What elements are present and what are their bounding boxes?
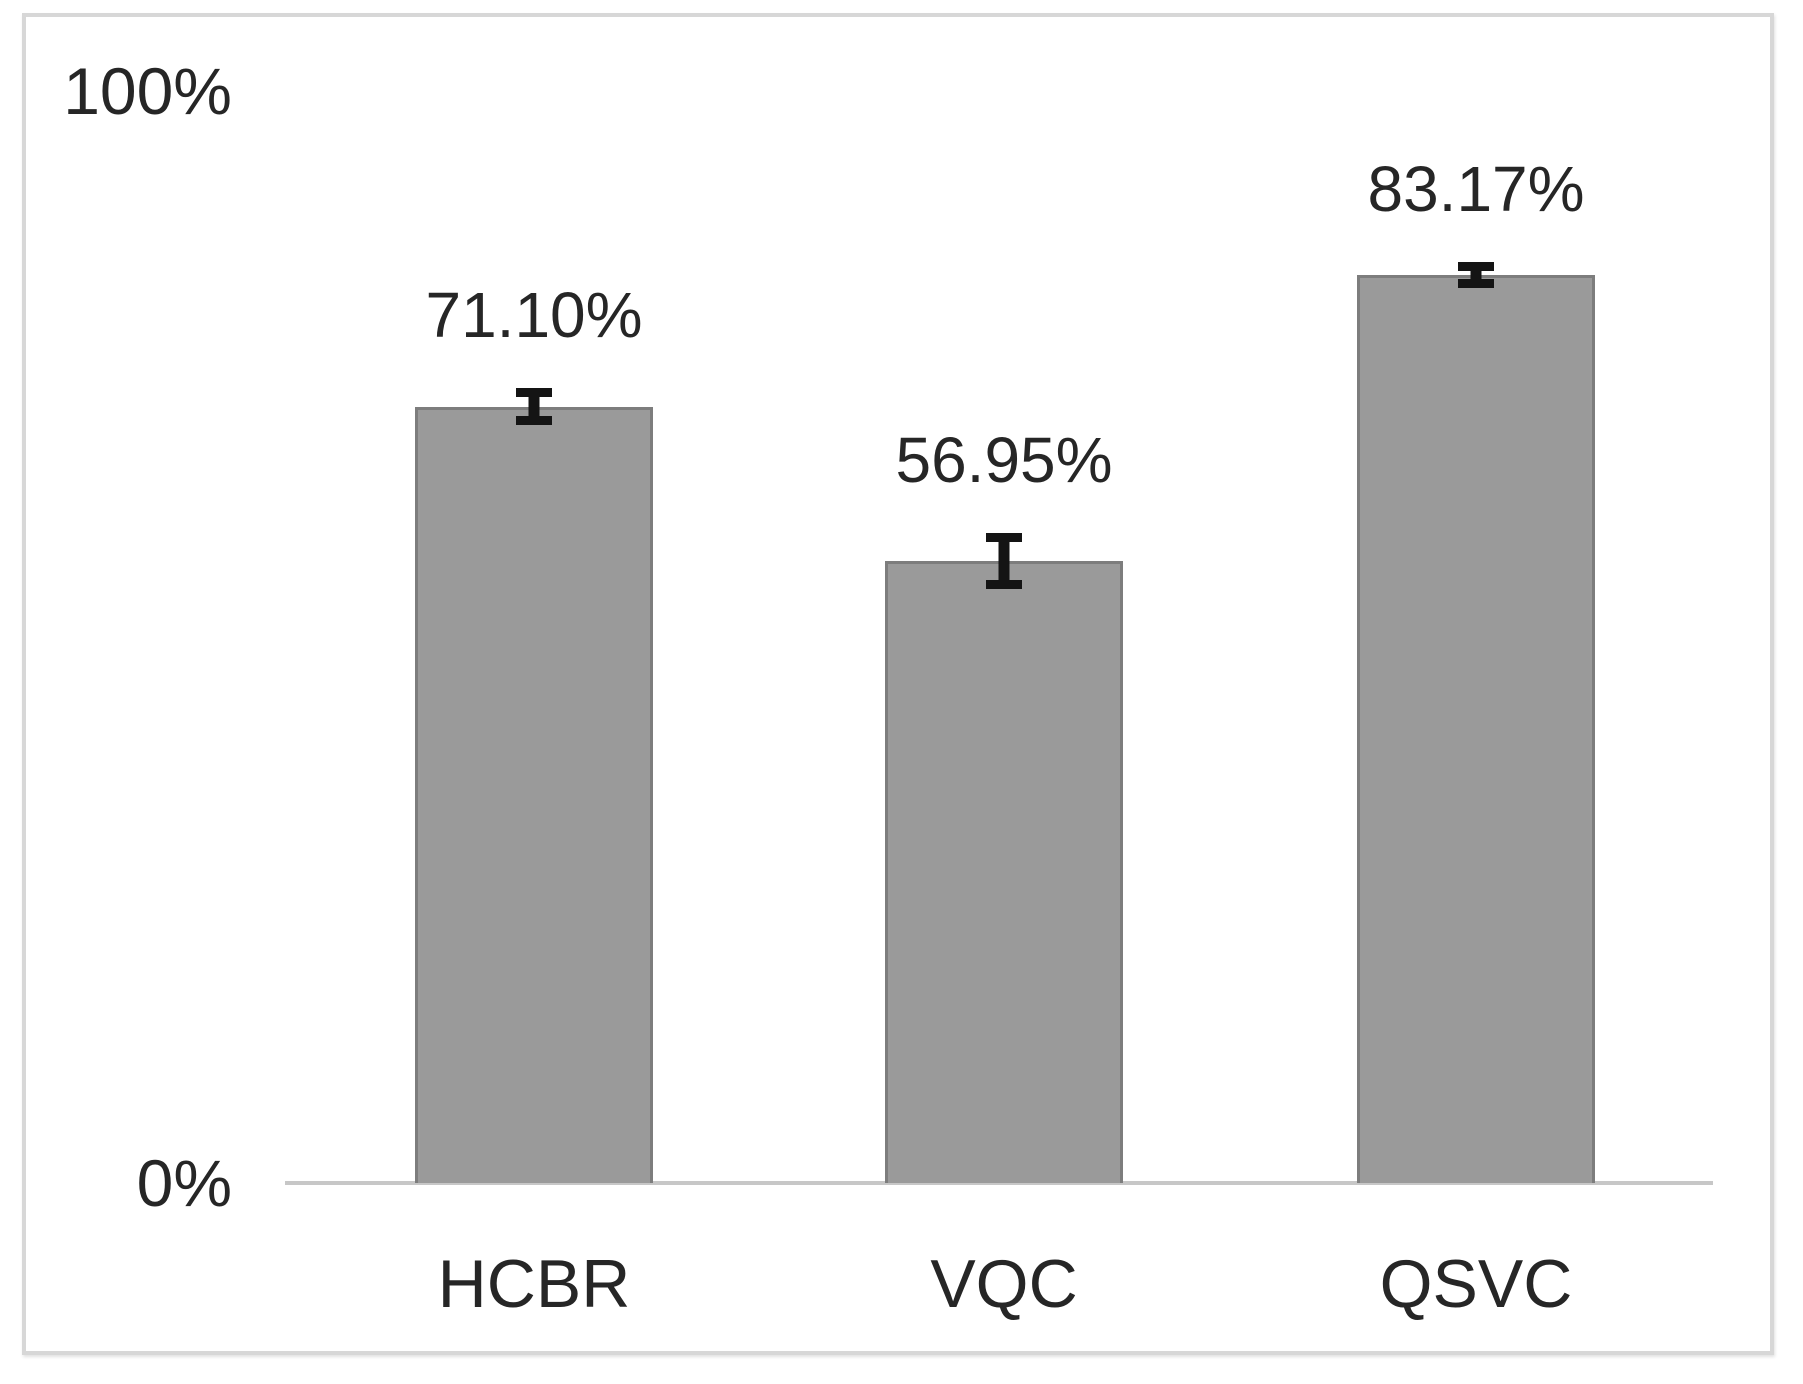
bar-vqc	[885, 561, 1123, 1183]
error-bar-stem	[1470, 261, 1482, 288]
error-bar-cap-bottom	[516, 416, 552, 426]
error-bar-hcbr	[516, 388, 552, 426]
error-bar-stem	[998, 533, 1010, 589]
bar-qsvc	[1357, 274, 1595, 1183]
x-axis-line	[285, 1181, 1713, 1185]
value-label-hcbr: 71.10%	[425, 279, 643, 352]
value-label-vqc: 56.95%	[895, 424, 1113, 497]
error-bar-cap-bottom	[986, 579, 1022, 589]
error-bar-cap-bottom	[1458, 278, 1494, 288]
category-label-qsvc: QSVC	[1379, 1246, 1573, 1322]
category-label-vqc: VQC	[930, 1246, 1078, 1322]
y-axis-tick-100: 100%	[63, 54, 232, 128]
category-label-hcbr: HCBR	[437, 1246, 631, 1322]
error-bar-stem	[528, 388, 540, 426]
error-bar-vqc	[986, 533, 1022, 589]
error-bar-qsvc	[1458, 261, 1494, 288]
value-label-qsvc: 83.17%	[1367, 152, 1585, 225]
y-axis-tick-0: 0%	[136, 1146, 232, 1220]
bar-hcbr	[415, 406, 653, 1183]
